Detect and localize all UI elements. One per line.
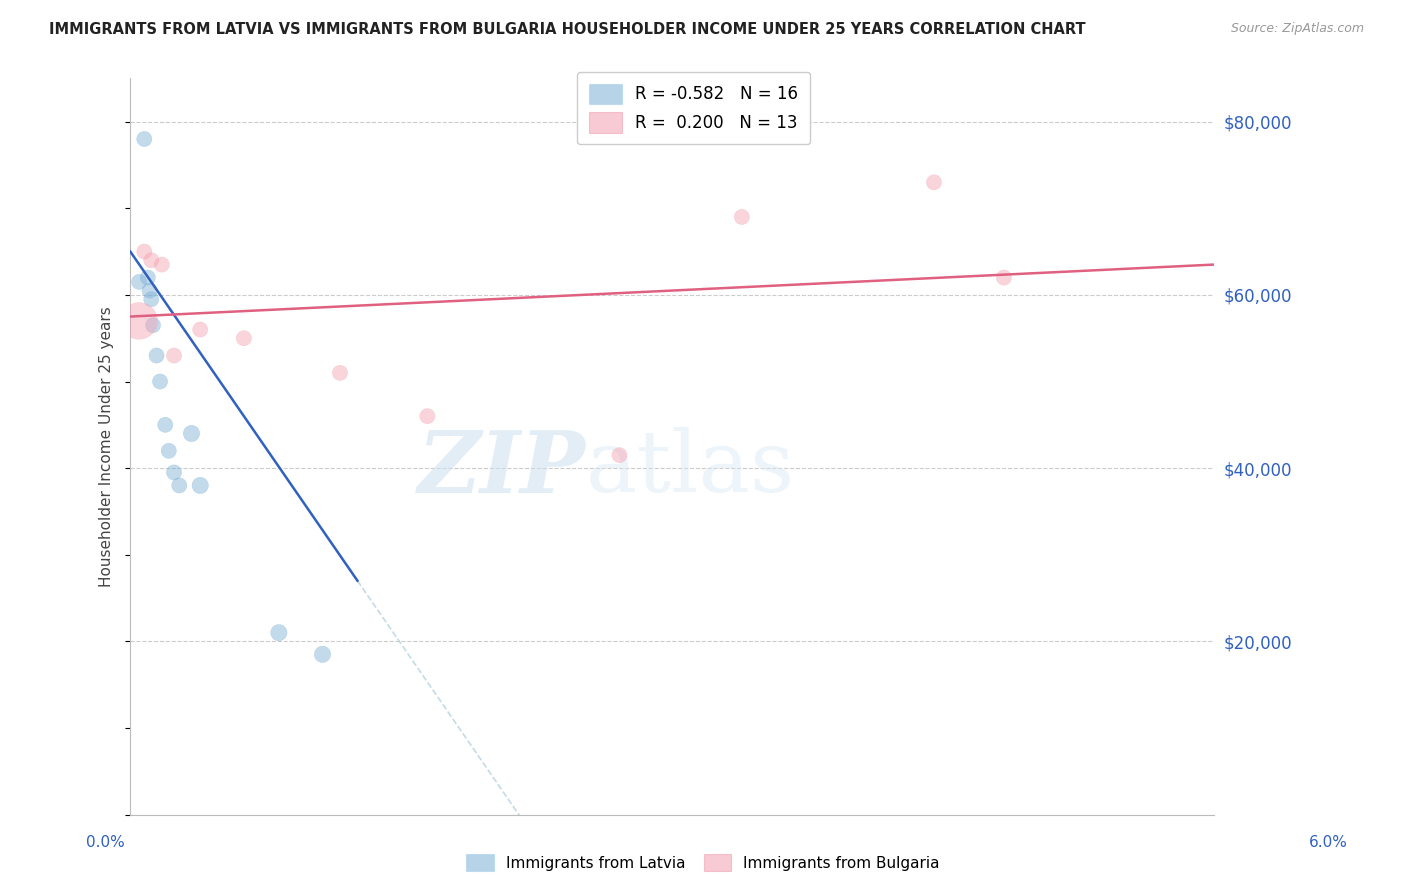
Point <box>145 349 167 363</box>
Point <box>141 253 163 268</box>
Point <box>157 443 180 458</box>
Point <box>149 375 172 389</box>
Point <box>188 478 211 492</box>
Point <box>128 275 150 289</box>
Legend: R = -0.582   N = 16, R =  0.200   N = 13: R = -0.582 N = 16, R = 0.200 N = 13 <box>576 72 810 145</box>
Point <box>134 244 156 259</box>
Point <box>167 478 190 492</box>
Point <box>141 292 163 306</box>
Text: atlas: atlas <box>585 427 794 510</box>
Point <box>329 366 352 380</box>
Point <box>142 318 165 333</box>
Point <box>163 466 186 480</box>
Point <box>232 331 254 345</box>
Point <box>922 175 945 189</box>
Point <box>188 322 211 336</box>
Point <box>155 417 177 432</box>
Point <box>180 426 202 441</box>
Text: IMMIGRANTS FROM LATVIA VS IMMIGRANTS FROM BULGARIA HOUSEHOLDER INCOME UNDER 25 Y: IMMIGRANTS FROM LATVIA VS IMMIGRANTS FRO… <box>49 22 1085 37</box>
Point <box>311 648 333 662</box>
Point <box>138 284 160 298</box>
Point <box>609 448 631 462</box>
Point <box>993 270 1015 285</box>
Point <box>731 210 754 224</box>
Point <box>136 270 159 285</box>
Point <box>416 409 439 424</box>
Point <box>128 314 150 328</box>
Point <box>150 258 173 272</box>
Text: Source: ZipAtlas.com: Source: ZipAtlas.com <box>1230 22 1364 36</box>
Text: 6.0%: 6.0% <box>1309 836 1348 850</box>
Text: 0.0%: 0.0% <box>86 836 125 850</box>
Point <box>267 625 290 640</box>
Text: ZIP: ZIP <box>418 426 585 510</box>
Y-axis label: Householder Income Under 25 years: Householder Income Under 25 years <box>100 306 114 587</box>
Legend: Immigrants from Latvia, Immigrants from Bulgaria: Immigrants from Latvia, Immigrants from … <box>460 848 946 877</box>
Point <box>134 132 156 146</box>
Point <box>163 349 186 363</box>
